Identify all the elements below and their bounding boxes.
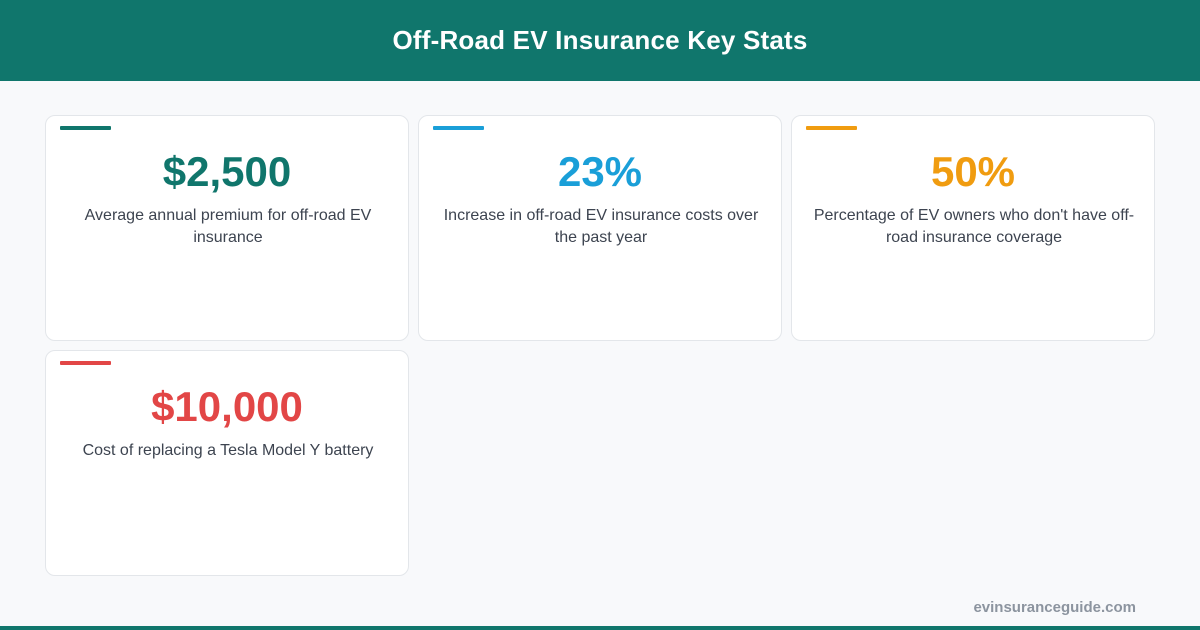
- header-banner: Off-Road EV Insurance Key Stats: [0, 0, 1200, 81]
- stat-description: Increase in off-road EV insurance costs …: [443, 207, 759, 246]
- stat-card: 50% Percentage of EV owners who don't ha…: [791, 115, 1155, 341]
- card-accent-bar: [60, 361, 111, 365]
- page-title: Off-Road EV Insurance Key Stats: [392, 25, 808, 55]
- card-accent-bar: [433, 126, 484, 130]
- site-link[interactable]: evinsuranceguide.com: [973, 599, 1136, 616]
- stat-description: Average annual premium for off-road EV i…: [84, 207, 372, 246]
- stat-description: Cost of replacing a Tesla Model Y batter…: [82, 442, 374, 459]
- bottom-accent-bar: [0, 626, 1200, 630]
- stat-description: Percentage of EV owners who don't have o…: [813, 207, 1135, 246]
- stat-card: $2,500 Average annual premium for off-ro…: [45, 115, 409, 341]
- stat-value: $10,000: [151, 383, 303, 430]
- stat-value: 23%: [557, 148, 643, 195]
- stat-card: $10,000 Cost of replacing a Tesla Model …: [45, 350, 409, 576]
- card-accent-bar: [60, 126, 111, 130]
- card-accent-bar: [806, 126, 857, 130]
- stat-value: $2,500: [162, 148, 292, 195]
- stat-card: 23% Increase in off-road EV insurance co…: [418, 115, 782, 341]
- stat-value: 50%: [930, 148, 1016, 195]
